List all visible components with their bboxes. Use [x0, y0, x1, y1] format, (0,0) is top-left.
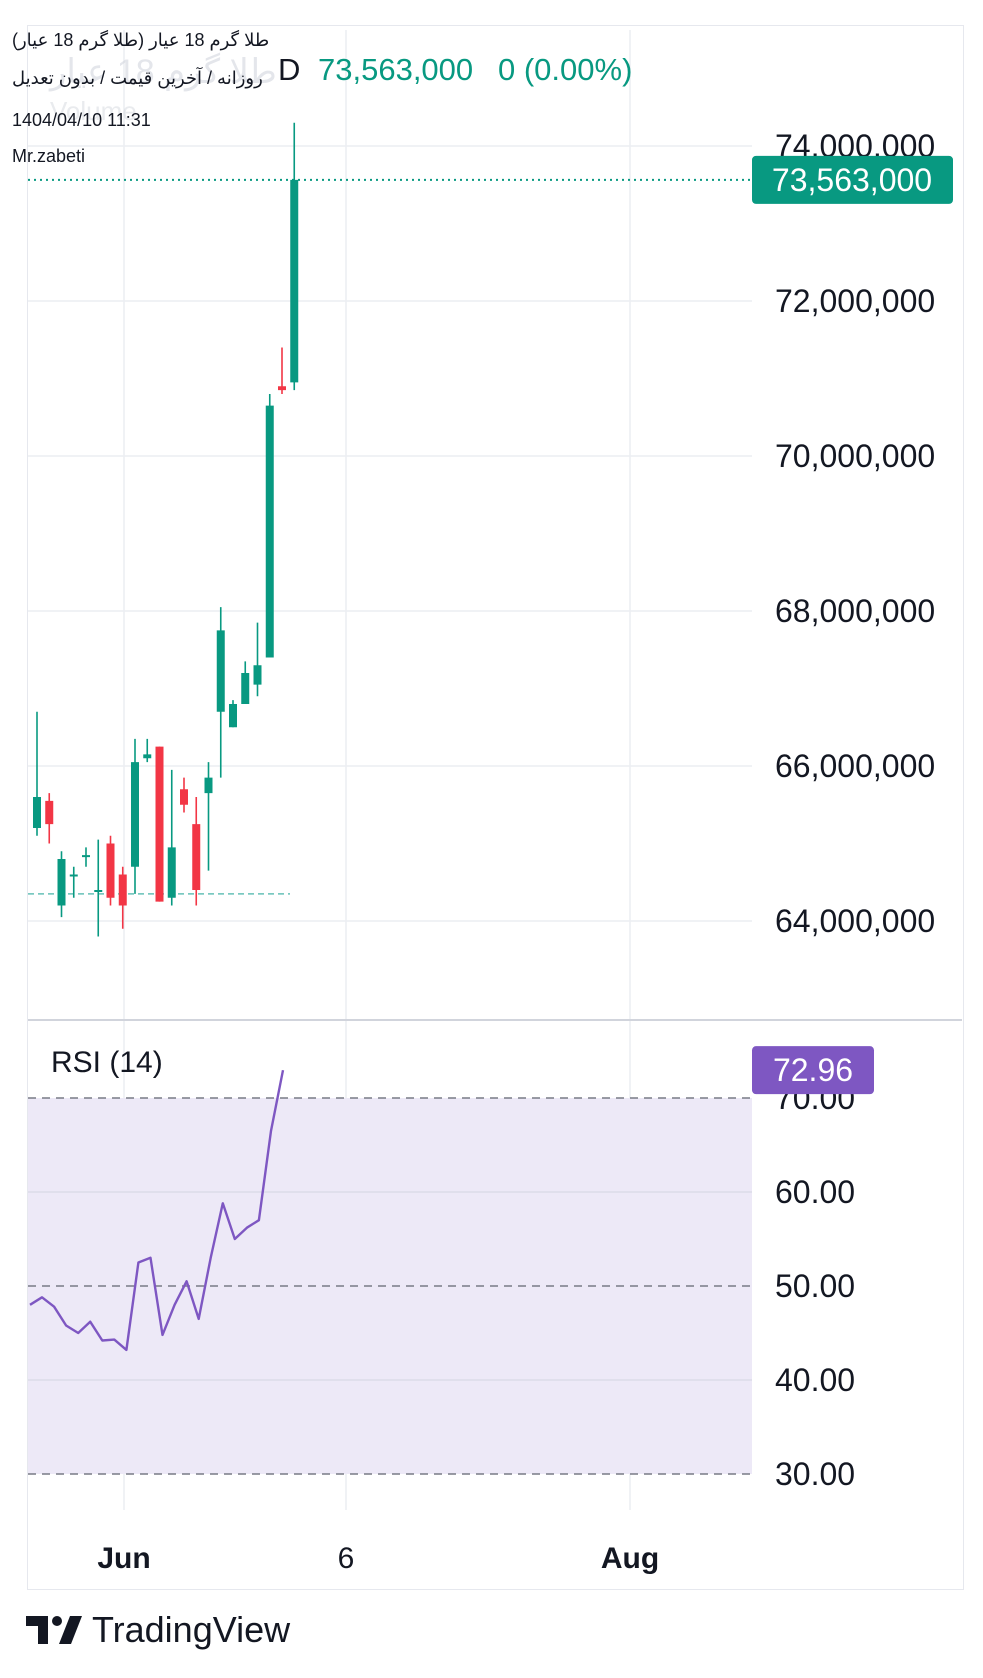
candle [69, 866, 78, 898]
x-tick-label: Jun [97, 1542, 150, 1575]
candle-body [204, 777, 213, 794]
x-tick-label: Aug [601, 1542, 659, 1575]
tradingview-logo[interactable]: TradingView [26, 1609, 291, 1650]
price-tick-label: 68,000,000 [775, 593, 935, 629]
header-price-change: 0 (0.00%) [498, 52, 633, 87]
candle-body [131, 762, 139, 867]
price-tick-label: 70,000,000 [775, 438, 935, 474]
candle [33, 711, 41, 836]
symbol-watermark: طلا گرم 18 عیار [50, 53, 277, 91]
candle [253, 622, 262, 697]
candle [167, 769, 176, 906]
candle [45, 793, 54, 844]
tradingview-logo-icon [26, 1616, 82, 1644]
candle-body [106, 843, 115, 898]
price-tick-label: 72,000,000 [775, 283, 935, 319]
candle-body [57, 859, 66, 906]
tradingview-logo-text: TradingView [92, 1609, 291, 1650]
candle [216, 607, 225, 778]
x-tick-label: 6 [338, 1542, 355, 1575]
candle [265, 394, 274, 658]
candle-body [82, 855, 90, 858]
rsi-tick-label: 50.00 [775, 1268, 855, 1304]
price-tick-label: 64,000,000 [775, 903, 935, 939]
candle-body [216, 630, 225, 712]
candle [94, 839, 103, 937]
last-price-badge-bg [752, 155, 953, 204]
rsi-value-badge-bg [752, 1046, 874, 1095]
candle-body [155, 746, 164, 902]
candle-body [253, 665, 262, 685]
candle [241, 661, 250, 704]
candle [106, 835, 115, 906]
candle-body [143, 754, 152, 759]
last-price-badge-label: 73,563,000 [772, 162, 932, 198]
candle [57, 851, 66, 918]
rsi-value-badge-label: 72.96 [773, 1052, 853, 1088]
candle [278, 347, 286, 394]
rsi-tick-label: 60.00 [775, 1174, 855, 1210]
rsi-line [29, 1069, 285, 1352]
rsi-tick-label: 40.00 [775, 1362, 855, 1398]
candle-body [192, 824, 201, 890]
rsi-value-badge: 72.96 [752, 1046, 874, 1095]
candle [155, 746, 164, 902]
candle [204, 762, 213, 871]
candle-body [167, 847, 176, 898]
header-last-price: 73,563,000 [318, 52, 474, 87]
candle-body [265, 405, 274, 658]
rsi-tick-label: 30.00 [775, 1456, 855, 1492]
candle-body [278, 386, 286, 391]
candle-body [290, 179, 299, 383]
candle [131, 738, 139, 894]
chart-frame [27, 25, 964, 1590]
candle [290, 122, 299, 391]
symbol-title: طلا گرم 18 عیار (طلا گرم 18 عیار) [12, 30, 270, 50]
candle [192, 797, 201, 906]
candle-body [118, 874, 127, 906]
candle [229, 700, 237, 728]
candle-body [45, 800, 54, 825]
candle [118, 866, 127, 929]
candle [82, 847, 90, 867]
candle-body [94, 890, 103, 892]
candle-body [229, 704, 237, 728]
last-price-badge: 73,563,000 [752, 155, 953, 204]
candle-body [33, 797, 41, 828]
chart-subtitle: روزانه / آخرین قیمت / بدون تعدیل [12, 68, 263, 88]
volume-watermark: Volume [50, 96, 137, 126]
candle-body [69, 874, 78, 877]
candle-body [241, 673, 250, 704]
candle [180, 777, 188, 813]
snapshot-datetime: 1404/04/10 11:31 [12, 110, 151, 130]
candle [143, 738, 152, 763]
price-tick-label: 66,000,000 [775, 748, 935, 784]
rsi-indicator-label[interactable]: RSI (14) [51, 1046, 163, 1079]
rsi-band [28, 1098, 752, 1474]
author-name: Mr.zabeti [12, 146, 86, 166]
candle-body [180, 789, 188, 805]
interval-suffix: D [278, 52, 301, 87]
